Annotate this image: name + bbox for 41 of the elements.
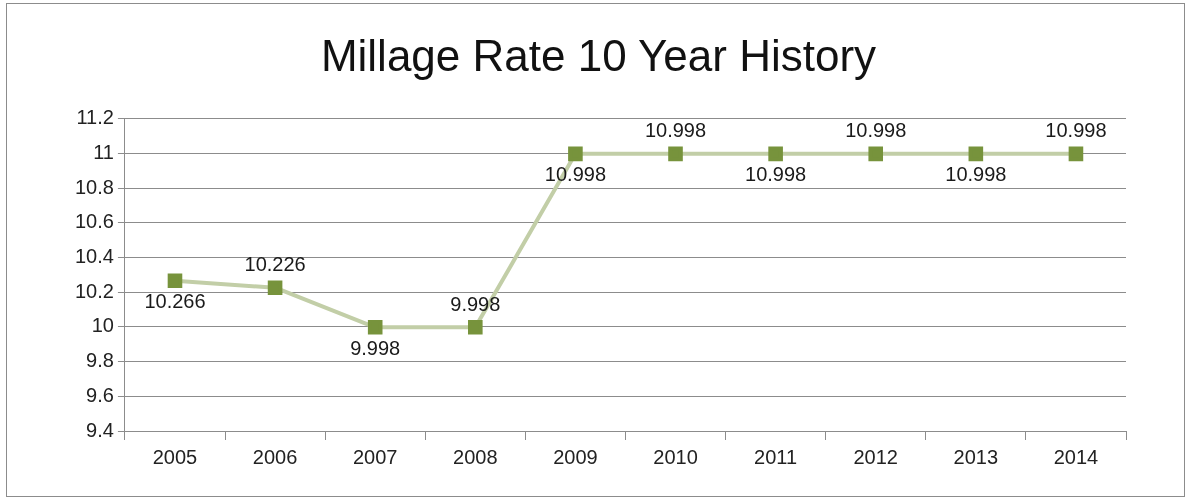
data-label: 10.998 <box>544 163 606 186</box>
point <box>367 319 383 335</box>
data-label: 9.998 <box>350 336 401 359</box>
x-tick-label: 2012 <box>853 445 898 468</box>
point <box>568 146 583 162</box>
x-tick-label: 2011 <box>754 445 798 468</box>
data-label: 10.998 <box>845 119 907 142</box>
y-tick-label: 10 <box>91 314 114 337</box>
data-label: 10.226 <box>244 253 306 276</box>
y-tick-label: 11 <box>93 141 114 163</box>
point <box>1068 146 1084 162</box>
y-tick-label: 9.4 <box>86 418 114 441</box>
data-label: 10.998 <box>745 163 807 186</box>
y-tick-label: 10.8 <box>74 175 114 198</box>
x-tick-label: 2013 <box>953 445 999 468</box>
x-tick-label: 2014 <box>1053 445 1099 468</box>
point <box>868 146 884 162</box>
point <box>968 146 984 162</box>
y-tick-label: 10.6 <box>74 210 114 233</box>
point <box>167 273 183 289</box>
data-label: 10.998 <box>945 163 1007 186</box>
y-tick-label: 10.4 <box>74 245 114 268</box>
point <box>768 146 783 162</box>
y-tick-label: 9.8 <box>86 349 114 372</box>
x-tick-label: 2008 <box>453 445 498 468</box>
data-label: 10.998 <box>1045 119 1107 142</box>
data-label: 10.266 <box>144 290 206 313</box>
y-tick-label: 11.2 <box>76 106 114 129</box>
point <box>468 319 483 335</box>
x-tick-label: 2007 <box>352 445 398 468</box>
y-tick-label: 10.2 <box>74 279 114 302</box>
point <box>668 146 683 162</box>
data-label: 9.998 <box>450 292 501 315</box>
x-tick-label: 2006 <box>252 445 298 468</box>
x-tick-label: 2010 <box>653 445 698 468</box>
x-tick-label: 2005 <box>152 445 198 468</box>
chart-title: Millage Rate 10 Year History <box>320 30 877 80</box>
x-tick-label: 2009 <box>553 445 598 468</box>
y-tick-label: 9.6 <box>86 383 114 406</box>
point <box>267 280 283 296</box>
data-label: 10.998 <box>644 119 707 142</box>
